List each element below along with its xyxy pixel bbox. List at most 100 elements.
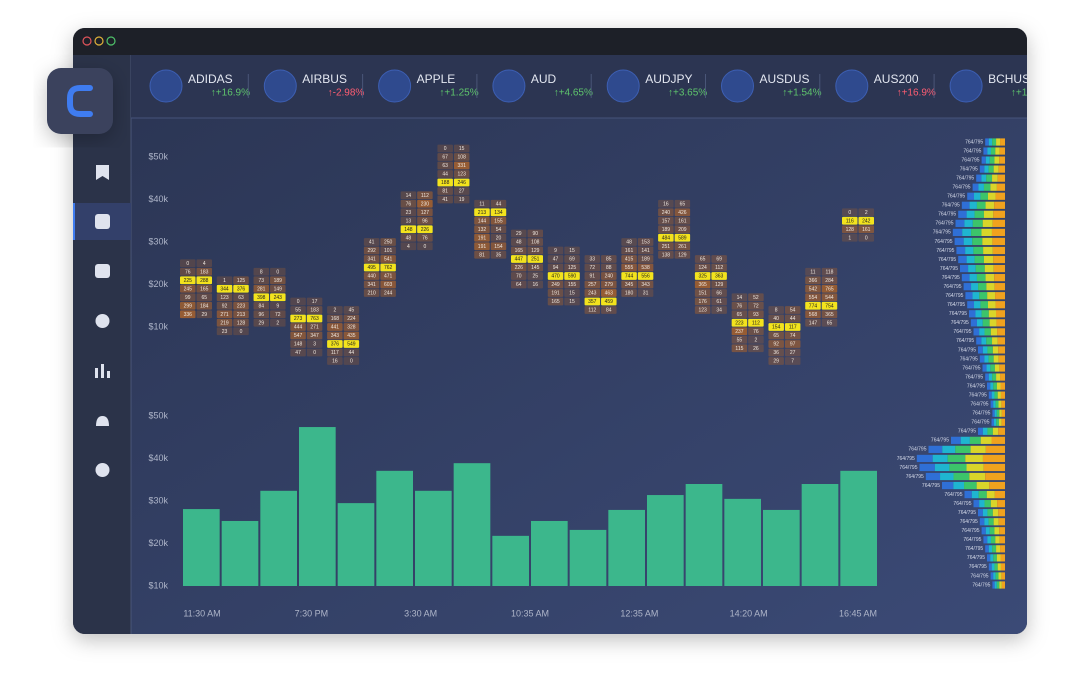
ticker[interactable]: AIRBUS ↑-2.98% bbox=[247, 69, 364, 103]
depth-segment bbox=[994, 409, 997, 417]
terminal-icon[interactable] bbox=[95, 264, 110, 278]
window-minimize[interactable] bbox=[94, 36, 104, 46]
footprint-cell bbox=[511, 246, 527, 255]
depth-label: 764/795 bbox=[962, 365, 980, 371]
footprint-cell bbox=[637, 238, 654, 246]
footprint-value: 44 bbox=[790, 316, 796, 322]
volume-bar bbox=[801, 484, 839, 586]
footprint-cell bbox=[821, 301, 838, 310]
bookmark-icon[interactable] bbox=[96, 165, 109, 180]
footprint-cell bbox=[858, 208, 874, 217]
depth-label: 764/795 bbox=[947, 194, 965, 200]
footprint-candle: 8 54 40 44 154 117 65 74 92 97 36 27 29 7 bbox=[768, 306, 801, 365]
footprint-value: 754 bbox=[825, 303, 834, 309]
footprint-value: 176 bbox=[698, 299, 707, 305]
depth-label: 764/795 bbox=[960, 356, 978, 362]
footprint-cell bbox=[253, 301, 270, 310]
ticker-icon bbox=[721, 69, 754, 103]
x-tick-label: 3:30 AM bbox=[404, 608, 437, 618]
footprint-cell bbox=[805, 310, 821, 319]
depth-segment bbox=[967, 192, 975, 200]
footprint-cell bbox=[363, 238, 380, 246]
footprint-value: 556 bbox=[641, 274, 650, 280]
volume-bar bbox=[531, 520, 568, 586]
footprint-cell bbox=[306, 331, 323, 340]
settings-icon[interactable] bbox=[95, 314, 110, 328]
stats-icon[interactable] bbox=[95, 364, 110, 378]
footprint-cell bbox=[363, 255, 380, 263]
footprint-cell bbox=[621, 246, 637, 255]
footprint-value: 161 bbox=[862, 227, 871, 233]
footprint-cell bbox=[400, 225, 417, 234]
footprint-cell bbox=[417, 242, 433, 251]
depth-segment bbox=[992, 427, 999, 435]
ticker[interactable]: BCHUSD ↑+16.9% bbox=[933, 69, 1050, 103]
ticker[interactable]: AUDJPY ↑+3.65% bbox=[590, 69, 707, 103]
footprint-cell bbox=[584, 272, 601, 280]
depth-segment bbox=[965, 246, 974, 255]
footprint-value: 0 bbox=[424, 244, 427, 250]
bolt-icon[interactable] bbox=[95, 463, 110, 477]
logo[interactable] bbox=[47, 68, 113, 134]
depth-segment bbox=[990, 572, 994, 580]
ticker-name: AUS200 bbox=[874, 72, 919, 86]
window-close[interactable] bbox=[82, 36, 92, 46]
depth-label: 764/795 bbox=[931, 438, 949, 444]
footprint-cell bbox=[490, 216, 507, 225]
footprint-cell bbox=[547, 263, 564, 272]
depth-segment bbox=[980, 192, 988, 200]
depth-segment bbox=[975, 264, 985, 273]
footprint-cell bbox=[731, 335, 748, 344]
depth-label: 764/795 bbox=[958, 510, 976, 516]
footprint-cell bbox=[821, 284, 838, 293]
footprint-value: 341 bbox=[367, 282, 376, 288]
depth-segment bbox=[980, 436, 992, 444]
volume-bar bbox=[685, 484, 723, 586]
depth-segment bbox=[998, 400, 1002, 408]
dashboard-icon[interactable] bbox=[95, 214, 110, 229]
footprint-cell bbox=[711, 255, 727, 263]
footprint-cell bbox=[658, 225, 674, 234]
footprint-candle: 2 45 168 224 441 328 343 435 376 549 117 44 16 0 bbox=[327, 306, 360, 365]
depth-segment bbox=[996, 382, 1001, 390]
footprint-value: 165 bbox=[551, 299, 560, 305]
footprint-cell bbox=[637, 272, 654, 280]
ticker[interactable]: APPLE ↑+1.25% bbox=[362, 69, 479, 103]
depth-segment bbox=[996, 138, 1001, 146]
footprint-cell bbox=[527, 246, 543, 255]
depth-segment bbox=[984, 518, 989, 526]
ticker[interactable]: ADIDAS ↑+16.9% bbox=[149, 69, 250, 103]
bell-icon[interactable] bbox=[96, 416, 109, 426]
depth-label: 764/795 bbox=[956, 175, 974, 181]
ticker[interactable]: AUS200 ↑+16.9% bbox=[819, 69, 936, 103]
footprint-cell bbox=[196, 301, 212, 310]
depth-segment bbox=[984, 328, 991, 336]
footprint-cell bbox=[400, 191, 417, 200]
ticker[interactable]: AUSDUS ↑+1.54% bbox=[705, 69, 822, 103]
footprint-cell bbox=[768, 331, 784, 340]
footprint-cell bbox=[290, 306, 306, 314]
ticker[interactable]: AUD ↑+4.65% bbox=[476, 69, 593, 103]
volume-bar bbox=[299, 427, 336, 586]
window-maximize[interactable] bbox=[106, 36, 116, 46]
depth-row: 764/795 bbox=[953, 328, 1005, 336]
footprint-candle: 11 44 213 134 144 155 132 54 191 20 191 154 81 35 bbox=[474, 199, 507, 259]
depth-segment bbox=[988, 138, 993, 146]
footprint-value: 191 bbox=[478, 244, 487, 250]
footprint-cell bbox=[674, 208, 691, 217]
footprint-value: 147 bbox=[809, 320, 818, 326]
footprint-value: 331 bbox=[458, 163, 467, 169]
depth-segment bbox=[996, 409, 1000, 417]
footprint-value: 484 bbox=[662, 235, 671, 241]
depth-segment bbox=[969, 274, 977, 282]
footprint-cell bbox=[400, 233, 417, 242]
footprint-cell bbox=[270, 267, 286, 276]
footprint-cell bbox=[380, 255, 396, 263]
footprint-cell bbox=[694, 289, 711, 297]
depth-row: 764/795 bbox=[942, 201, 1005, 209]
footprint-cell bbox=[768, 348, 784, 357]
depth-label: 764/795 bbox=[936, 248, 954, 254]
footprint-cell bbox=[290, 340, 306, 348]
footprint-value: 148 bbox=[294, 342, 303, 348]
footprint-cell bbox=[694, 272, 711, 280]
